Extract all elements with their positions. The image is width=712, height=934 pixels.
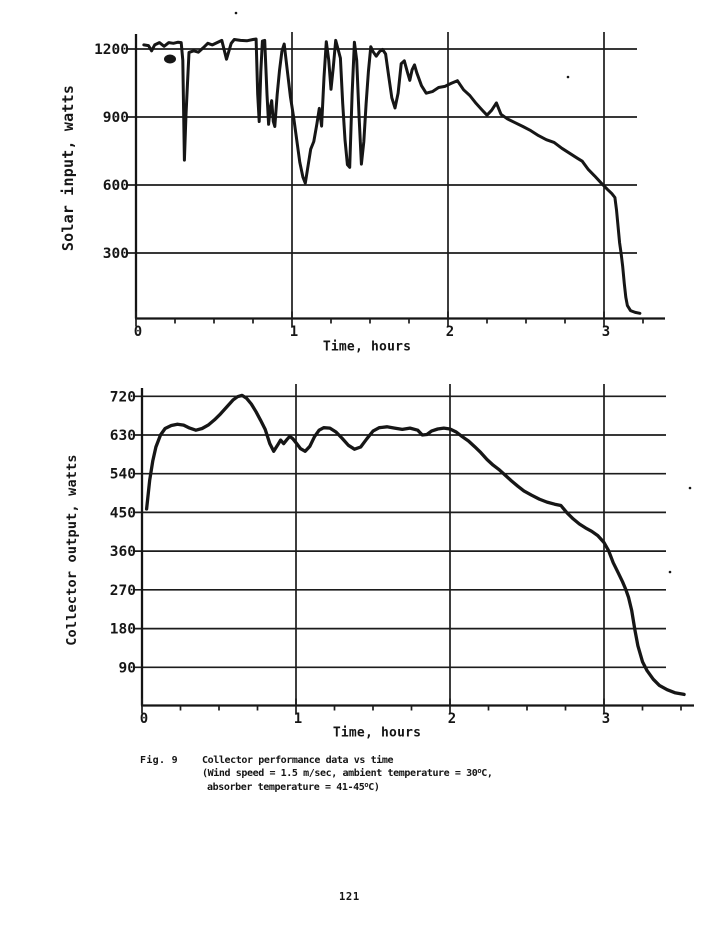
x-tick-label-3: 3 <box>602 711 610 727</box>
x-tick-label-2: 2 <box>448 711 456 727</box>
caption-celsius-text: C) <box>368 782 380 794</box>
scan-artifacts <box>164 11 692 574</box>
solar-input-chart: 300 600 900 1200 0 1 2 3 <box>94 32 665 340</box>
y-tick-label-450: 450 <box>110 505 136 521</box>
page-number: 121 <box>339 891 360 903</box>
collector-output-curve <box>144 393 686 697</box>
degree-superscript: o <box>477 766 482 775</box>
x-tick-label-0: 0 <box>134 324 142 340</box>
y-tick-label-540: 540 <box>110 467 136 483</box>
caption-conditions-line-1: (Wind speed = 1.5 m/sec, ambient tempera… <box>202 766 493 781</box>
figure-caption: Fig. 9 Collector performance data vs tim… <box>140 754 493 796</box>
y-tick-label-720: 720 <box>110 389 136 405</box>
solar-input-curve <box>142 37 642 315</box>
caption-text: Collector performance data vs time (Wind… <box>202 754 493 796</box>
y-tick-label-630: 630 <box>110 428 136 444</box>
y-tick-label-300: 300 <box>103 246 129 262</box>
y-tick-label-270: 270 <box>110 583 136 599</box>
y-tick-label-600: 600 <box>103 178 129 194</box>
x-tick-label-2: 2 <box>446 324 454 340</box>
caption-wind-ambient-text: (Wind speed = 1.5 m/sec, ambient tempera… <box>202 768 478 780</box>
collector-output-chart: 90 180 270 360 450 540 630 720 0 1 2 3 <box>110 384 694 727</box>
x-tick-label-0: 0 <box>140 711 148 727</box>
caption-celsius-text: C, <box>481 768 493 780</box>
y-tick-label-180: 180 <box>110 622 136 638</box>
degree-superscript: o <box>364 780 369 789</box>
x-tick-label-1: 1 <box>290 324 298 340</box>
x-tick-label-3: 3 <box>602 324 610 340</box>
scan-speck <box>688 486 692 490</box>
x-tick-label-1: 1 <box>294 711 302 727</box>
y-tick-label-900: 900 <box>103 110 129 126</box>
caption-absorber-text: absorber temperature = 41-45 <box>207 782 365 794</box>
scan-speck <box>668 570 672 574</box>
scan-speck <box>234 11 238 15</box>
solar-input-y-axis-label: Solar input, watts <box>59 84 77 252</box>
caption-title: Collector performance data vs time <box>202 755 394 766</box>
collector-output-y-axis-label: Collector output, watts <box>64 454 80 646</box>
y-tick-label-90: 90 <box>119 660 136 676</box>
figure-number: Fig. 9 <box>140 755 178 766</box>
collector-output-x-axis-label: Time, hours <box>332 725 422 741</box>
solar-input-x-axis-label: Time, hours <box>322 339 412 355</box>
ink-blot <box>164 54 176 64</box>
scan-speck <box>566 75 570 79</box>
y-tick-label-1200: 1200 <box>94 42 129 58</box>
caption-conditions-line-2: absorber temperature = 41-45oC) <box>202 781 492 795</box>
y-tick-label-360: 360 <box>110 544 136 560</box>
